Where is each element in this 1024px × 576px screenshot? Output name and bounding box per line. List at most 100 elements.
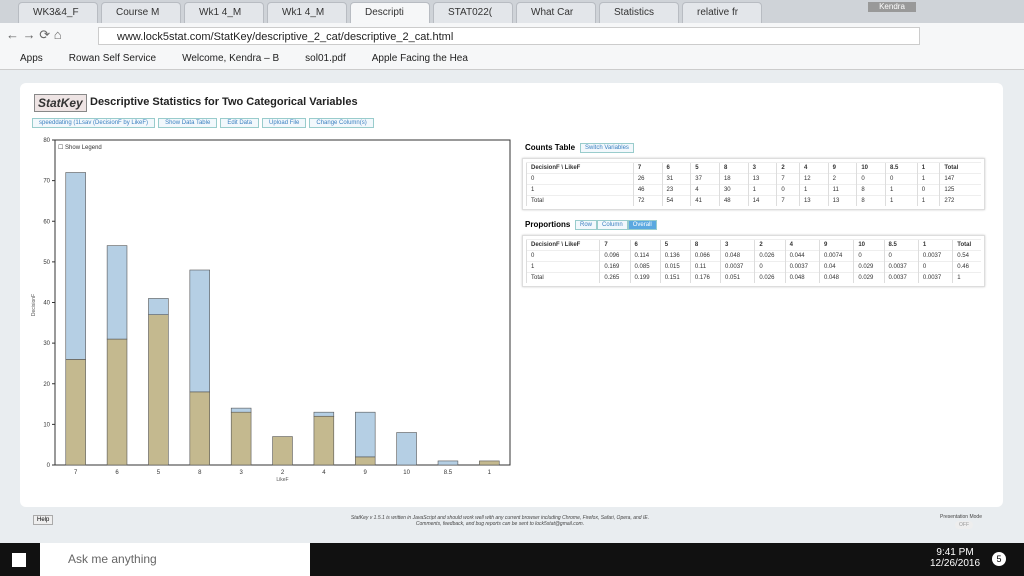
cell: 0.015 [659, 261, 691, 273]
header-cell: 8.5 [883, 239, 919, 251]
header-cell: 3 [720, 239, 755, 251]
header-cell: 2 [776, 162, 800, 174]
counts-table: DecisionF \ LikeF 7 6 5 8 3 2 4 9 10 8.5 1 Total 0 26 3… [522, 158, 985, 210]
header-cell: Total [952, 239, 981, 251]
tab[interactable]: Course M [101, 2, 181, 23]
tab[interactable]: What Car [516, 2, 596, 23]
bar [230, 407, 252, 413]
clock[interactable]: 9:41 PM 12/26/2016 [930, 547, 980, 569]
help-button[interactable]: Help [33, 515, 54, 525]
start-button[interactable] [12, 553, 26, 567]
tab[interactable]: relative fr [682, 2, 762, 23]
cell: 0.151 [659, 272, 691, 283]
logo[interactable]: StatKey [34, 94, 87, 112]
dataset-select[interactable]: speeddating (1Lsav (DecisionF by LikeF) [32, 118, 156, 128]
footer-line: StatKey v 1.5.1 is written in JavaScript… [350, 515, 650, 521]
bar [189, 269, 211, 393]
cell: 0.085 [629, 261, 661, 273]
header-cell: DecisionF \ LikeF [525, 239, 600, 251]
cell: 0 [885, 173, 918, 185]
header-cell: 4 [784, 239, 820, 251]
mode-button[interactable]: Column [597, 220, 628, 230]
cell: 1 [526, 184, 634, 196]
bar [354, 411, 376, 458]
cell: 14 [747, 195, 777, 206]
bookmark[interactable]: sol01.pdf [305, 53, 346, 64]
tab[interactable]: Wk1 4_M [267, 2, 347, 23]
notifications[interactable]: 5 [992, 552, 1006, 566]
toolbar-button[interactable]: Edit Data [220, 118, 260, 128]
mode-button[interactable]: Overall [627, 220, 657, 230]
cell: 0 [754, 261, 786, 273]
cell: 18 [718, 173, 749, 185]
cell: 13 [827, 195, 857, 206]
cell: 0.051 [720, 272, 755, 283]
bookmark[interactable]: Apps [20, 53, 43, 64]
cell: 0.46 [952, 261, 981, 273]
tab[interactable]: Statistics [599, 2, 679, 23]
cell: 4 [690, 184, 720, 196]
x-tick-label: 5 [157, 470, 161, 476]
bar [106, 338, 128, 466]
cell: 31 [661, 173, 691, 185]
presentation-toggle[interactable]: OFF [955, 521, 973, 529]
tab[interactable]: Wk1 4_M [184, 2, 264, 23]
legend-toggle-label: Show Legend [65, 145, 102, 151]
address-bar[interactable]: www.lock5stat.com/StatKey/descriptive_2_… [98, 27, 920, 45]
profile[interactable]: Kendra [868, 2, 916, 12]
header-cell: DecisionF \ LikeF [526, 162, 634, 174]
bar [313, 415, 335, 466]
x-tick-label: 4 [322, 470, 326, 476]
page-card [20, 83, 1003, 507]
legend-toggle[interactable]: ☐ Show Legend [58, 145, 102, 151]
bar [106, 245, 128, 340]
cell: 0.114 [629, 250, 661, 262]
cell: 7 [776, 173, 800, 185]
x-tick-label: 6 [115, 470, 119, 476]
switch-button[interactable]: Switch Variables [580, 143, 634, 153]
nav-buttons[interactable]: ← → ⟳ ⌂ [6, 27, 62, 42]
cell: 12 [798, 173, 829, 185]
bookmark[interactable]: Welcome, Kendra – B [182, 53, 280, 64]
tab[interactable]: WK3&4_F [18, 2, 98, 23]
bar [65, 359, 86, 466]
toolbar-button[interactable]: Show Data Table [158, 118, 218, 128]
cell: 0 [856, 173, 886, 185]
cell: 0 [916, 184, 940, 196]
bar [396, 432, 417, 466]
cell: 1 [916, 173, 940, 185]
x-axis-label: LikeF [276, 477, 288, 483]
cell: 0.169 [599, 261, 631, 273]
header-cell: 8.5 [885, 162, 918, 174]
cell: 41 [690, 195, 720, 206]
bar [148, 314, 169, 466]
x-tick-label: 8 [198, 470, 202, 476]
cell: 37 [690, 173, 720, 185]
bookmark[interactable]: Apple Facing the Hea [371, 53, 468, 64]
header-cell: 8 [718, 162, 749, 174]
header-cell: 8 [689, 239, 721, 251]
toolbar-button[interactable]: Upload File [262, 118, 307, 128]
tab[interactable]: Descripti [350, 2, 430, 23]
toolbar-button[interactable]: Change Column(s) [309, 118, 374, 128]
bar [437, 460, 459, 466]
bookmark[interactable]: Rowan Self Service [68, 53, 157, 64]
header-cell: 7 [632, 162, 663, 174]
mode-button[interactable]: Row [575, 220, 598, 230]
header-cell: 6 [629, 239, 661, 251]
x-tick-label: 10 [403, 470, 410, 476]
header-cell: Total [939, 162, 981, 174]
x-tick-label: 8.5 [444, 470, 453, 476]
cell: 0.066 [689, 250, 721, 262]
cell: 8 [856, 184, 886, 196]
tab[interactable]: STAT022( [433, 2, 513, 23]
cell: 72 [632, 195, 663, 206]
header-cell: 4 [798, 162, 829, 174]
cell: 0.0074 [818, 250, 854, 262]
search-box[interactable]: Ask me anything [40, 543, 310, 576]
cell: 0.0037 [917, 272, 953, 283]
cell: 0 [776, 184, 800, 196]
cell: 1 [525, 261, 600, 273]
cell: 0.029 [853, 272, 884, 283]
row: 0 0.096 0.114 0.136 0.066 0.048 0.026 0.044 0.00… [525, 250, 981, 262]
